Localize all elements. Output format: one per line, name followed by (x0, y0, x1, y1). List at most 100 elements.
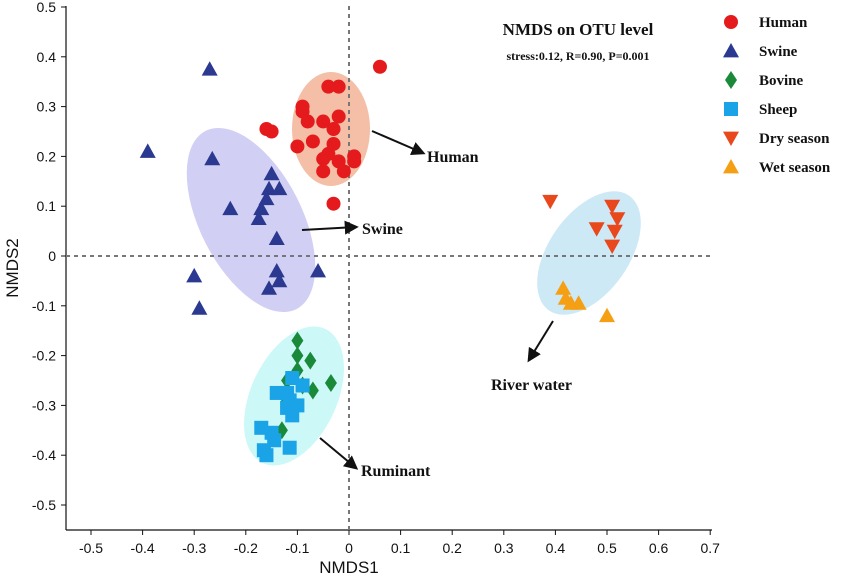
human-point (372, 59, 387, 74)
x-tick-label: 0.1 (391, 540, 411, 556)
human-point (331, 109, 346, 124)
swine-point (253, 200, 270, 216)
swine-point (258, 190, 275, 206)
y-tick-label: 0 (48, 248, 56, 264)
human-point (326, 122, 341, 137)
swine-point (186, 267, 203, 283)
wet-season-point (555, 280, 572, 295)
swine-point (222, 200, 239, 216)
legend-wet-season-label: Wet season (759, 160, 831, 176)
bovine-point (324, 373, 337, 392)
bovine-point (291, 331, 304, 350)
annotation-swine: Swine (362, 221, 403, 238)
y-tick-label: 0.1 (37, 198, 57, 214)
x-tick-label: -0.4 (131, 540, 155, 556)
bovine-point (291, 346, 304, 365)
bovine-point (306, 381, 319, 400)
dry-season-point (604, 199, 621, 215)
human-point (290, 139, 305, 154)
human-arrow (371, 130, 426, 155)
annotation-ruminant: Ruminant (361, 463, 431, 480)
dry-season-point (606, 224, 623, 240)
sheep-point (259, 448, 274, 463)
legend-swine-label: Swine (759, 44, 798, 60)
swine-ellipse (186, 127, 316, 313)
x-ticks: -0.5 -0.4 -0.3 -0.2 -0.1 0 0.1 0.2 0.3 0.4 0.5 0.6 0… (79, 530, 720, 556)
swine-point (271, 180, 288, 196)
annotation-river-water: River water (491, 377, 572, 394)
y-tick-label: 0.5 (37, 0, 57, 15)
sheep-point (285, 408, 300, 423)
dry-season-point (542, 194, 559, 210)
swine-arrow (301, 220, 359, 235)
x-tick-label: -0.5 (79, 540, 103, 556)
legend-dry-season-label: Dry season (759, 131, 830, 147)
river-water-ellipse (537, 191, 641, 315)
dry-season-point (604, 239, 621, 255)
legend-bovine-label: Bovine (759, 73, 804, 89)
legend-swine-icon (723, 43, 739, 58)
swine-point (268, 262, 285, 278)
legend-sheep-icon (724, 102, 738, 116)
wet-season-point (570, 295, 587, 310)
human-point (331, 79, 346, 94)
legend-human-label: Human (759, 15, 808, 31)
legend-bovine-icon (725, 71, 737, 89)
x-tick-label: 0 (345, 540, 353, 556)
human-point (336, 164, 351, 179)
legend-sheep-label: Sheep (759, 102, 797, 118)
annotation-human: Human (427, 149, 479, 166)
y-axis-title: NMDS2 (3, 238, 22, 298)
x-axis-title: NMDS1 (319, 558, 379, 577)
x-tick-label: 0.2 (442, 540, 462, 556)
legend-wet-season-icon (723, 159, 739, 174)
swine-point (201, 61, 218, 76)
swine-point (268, 230, 285, 245)
swine-point (271, 272, 288, 288)
y-ticks: 0.5 0.4 0.3 0.2 0.1 0 -0.1 -0.2 -0.3 -0.4 -0.5 (32, 0, 66, 513)
x-tick-label: -0.3 (182, 540, 206, 556)
human-point (316, 151, 331, 166)
chart-title: NMDS on OTU level (503, 20, 654, 39)
human-point (305, 134, 320, 149)
y-tick-label: -0.2 (32, 348, 56, 364)
legend-human-icon (724, 15, 738, 29)
x-tick-label: -0.1 (285, 540, 309, 556)
swine-point (250, 210, 267, 226)
bovine-point (304, 351, 317, 370)
y-tick-label: -0.5 (32, 497, 56, 513)
sheep-point (295, 378, 310, 393)
y-tick-label: -0.3 (32, 397, 56, 413)
dry-season-point (609, 212, 626, 227)
x-tick-label: 0.3 (494, 540, 514, 556)
sheep-point (282, 440, 297, 455)
human-point (316, 164, 331, 179)
swine-point (263, 165, 280, 181)
wet-season-point (599, 307, 615, 323)
swine-point (310, 262, 327, 278)
human-point (264, 124, 279, 139)
x-tick-label: 0.4 (546, 540, 566, 556)
y-tick-label: -0.1 (32, 298, 56, 314)
x-tick-label: -0.2 (234, 540, 258, 556)
chart-subtitle: stress:0.12, R=0.90, P=0.001 (506, 49, 649, 63)
human-point (300, 114, 315, 129)
human-point (347, 154, 362, 169)
swine-point (261, 280, 278, 295)
y-tick-label: -0.4 (32, 447, 56, 463)
human-point (326, 196, 341, 211)
y-tick-label: 0.4 (37, 49, 57, 65)
swine-point (204, 150, 221, 166)
dry-season-point (588, 222, 605, 237)
human-point (316, 114, 331, 129)
x-tick-label: 0.6 (649, 540, 669, 556)
ruminant-arrow (319, 437, 359, 470)
data-points (139, 59, 626, 463)
y-tick-label: 0.2 (37, 148, 57, 164)
swine-point (191, 300, 208, 315)
legend: Human Swine Bovine Sheep Dry season Wet seaso… (723, 15, 831, 176)
cluster-ellipses (186, 72, 641, 466)
river-water-arrow (527, 320, 554, 363)
y-tick-label: 0.3 (37, 99, 57, 115)
